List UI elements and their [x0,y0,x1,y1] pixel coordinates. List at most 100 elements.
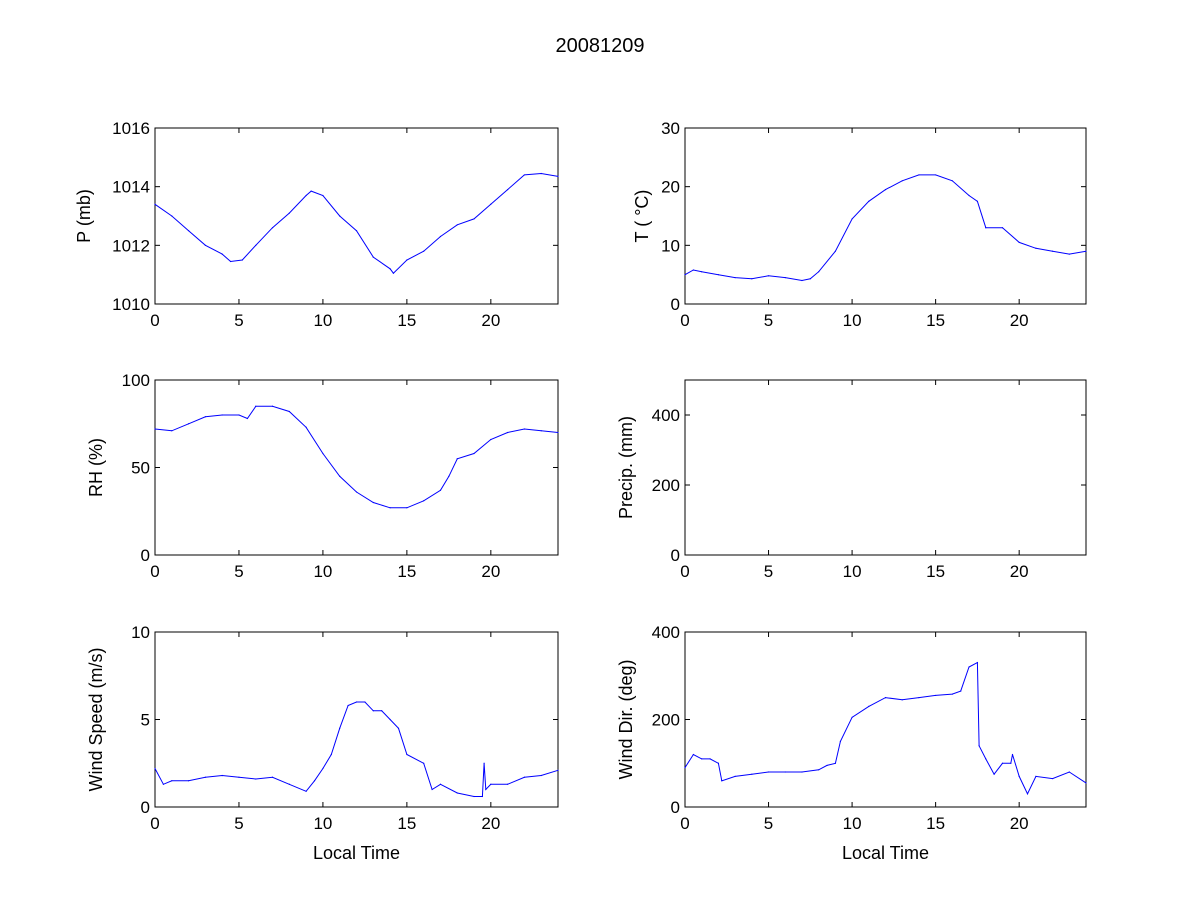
data-point [960,690,962,692]
data-point [381,710,383,712]
data-point [255,244,257,246]
data-point [187,230,190,232]
axes-box [684,631,1087,808]
y-tick-label: 0 [671,295,680,314]
data-point [557,431,559,434]
y-axis-label: Wind Dir. (deg) [616,659,636,779]
data-point [734,775,736,777]
x-tick-label: 0 [150,562,159,581]
data-point [355,701,358,703]
data-point [1026,793,1029,795]
data-point [171,780,173,782]
data-point [389,718,391,721]
axes-box [154,631,559,808]
data-point [935,694,937,697]
data-point [255,778,257,780]
x-tick-label: 0 [680,562,689,581]
axes-box [684,127,1087,305]
axes-box [684,379,1087,556]
data-point [540,430,542,432]
data-point [1051,777,1054,780]
data-point [507,783,509,785]
x-tick-label: 15 [397,814,416,833]
y-tick-label: 0 [141,546,150,565]
data-point [204,776,206,778]
data-point [851,218,853,220]
x-tick-label: 5 [234,562,243,581]
data-point [540,774,542,777]
figure-title: 20081209 [556,35,645,57]
data-point [1051,250,1054,252]
data-point [171,215,173,217]
data-point [171,430,173,432]
data-point [154,203,156,205]
data-point [557,175,559,177]
data-point [271,776,274,778]
data-point [330,753,332,756]
data-point [288,783,290,785]
data-point [448,475,450,477]
data-point [1068,771,1070,773]
data-point [322,194,324,197]
data-point [154,428,156,430]
data-point [305,194,307,197]
data-point [1018,241,1020,243]
data-point [305,790,307,792]
x-tick-label: 10 [313,562,332,581]
data-point [288,410,290,413]
data-point [485,788,487,791]
x-tick-label: 20 [481,814,500,833]
data-point [439,489,442,491]
x-axis-label: Local Time [313,843,400,863]
data-point [305,426,307,428]
axes-box [154,127,559,305]
data-point [717,762,720,764]
data-point [355,491,358,493]
data-point [557,769,559,771]
data-point [1035,247,1037,249]
data-point [1010,762,1012,764]
x-tick-label: 0 [150,814,159,833]
x-tick-label: 0 [680,814,689,833]
axes-box [154,379,559,556]
data-point [339,475,341,477]
y-axis-label: Wind Speed (m/s) [86,647,106,791]
data-point [985,227,987,229]
x-tick-label: 20 [1010,562,1029,581]
x-tick-label: 5 [234,311,243,330]
data-point [709,758,711,760]
x-tick-label: 5 [764,311,773,330]
y-tick-label: 1010 [112,295,150,314]
y-tick-label: 0 [141,798,150,817]
data-point [1085,782,1087,784]
data-point [993,773,995,775]
data-point [834,250,836,252]
data-point [818,769,820,771]
data-point [976,662,978,664]
data-point [339,215,341,217]
y-tick-label: 0 [671,546,680,565]
data-point [1001,227,1004,229]
y-tick-label: 200 [652,476,680,495]
data-point [767,771,770,773]
data-point [968,194,970,197]
data-point [751,278,753,280]
data-point [204,244,206,246]
data-point [507,431,509,434]
data-point [1085,250,1087,252]
data-point [347,704,349,707]
data-point [456,224,458,226]
data-point [322,767,324,770]
subplot-1: 0 5 10 15 20 0 10 20 30 T ( °C) [632,119,1087,330]
data-point [288,212,290,214]
data-point [406,507,408,509]
data-point [721,780,723,782]
data-point [767,275,770,277]
data-point [801,279,803,282]
data-point [389,268,391,270]
data-point [246,417,248,420]
x-tick-label: 20 [481,311,500,330]
data-point [717,274,720,276]
